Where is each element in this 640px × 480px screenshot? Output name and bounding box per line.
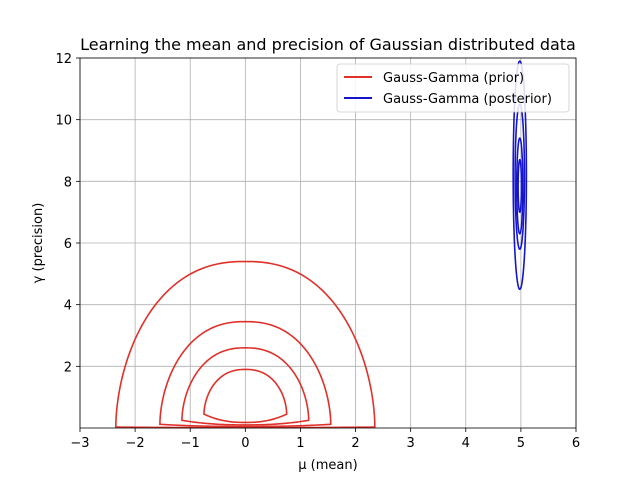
- x-axis-label: μ (mean): [298, 458, 357, 473]
- y-axis-label: γ (precision): [31, 203, 46, 284]
- posterior-contour-2: [515, 137, 524, 235]
- series-prior: [115, 260, 376, 429]
- x-tick-label: −2: [126, 436, 145, 451]
- x-tick-label: 5: [517, 436, 525, 451]
- x-tick-label: 4: [462, 436, 470, 451]
- x-tick-label: 1: [296, 436, 304, 451]
- x-tick-label: 3: [407, 436, 415, 451]
- posterior-contour-3: [514, 103, 526, 251]
- legend-label-prior: Gauss-Gamma (prior): [383, 71, 524, 86]
- legend: Gauss-Gamma (prior) Gauss-Gamma (posteri…: [336, 63, 570, 113]
- x-tick-label: −1: [181, 436, 200, 451]
- prior-contour-1: [203, 368, 288, 424]
- prior-contour-2: [181, 347, 310, 426]
- prior-contour-4: [115, 260, 376, 429]
- posterior-contour-1: [517, 158, 523, 214]
- y-tick-label: 12: [55, 52, 72, 67]
- legend-label-posterior: Gauss-Gamma (posterior): [383, 92, 552, 107]
- y-tick-label: 2: [64, 360, 72, 375]
- y-tick-label: 4: [64, 299, 72, 314]
- chart-title: Learning the mean and precision of Gauss…: [80, 35, 576, 54]
- legend-box: [336, 63, 570, 113]
- prior-contour-3: [159, 320, 332, 428]
- y-tick-label: 6: [64, 237, 72, 252]
- x-tick-label: 0: [241, 436, 249, 451]
- x-tick-label: 2: [351, 436, 359, 451]
- y-tick-label: 8: [64, 175, 72, 190]
- x-tick-label: −3: [70, 436, 89, 451]
- y-tick-label: 10: [55, 114, 72, 129]
- x-tick-label: 6: [572, 436, 580, 451]
